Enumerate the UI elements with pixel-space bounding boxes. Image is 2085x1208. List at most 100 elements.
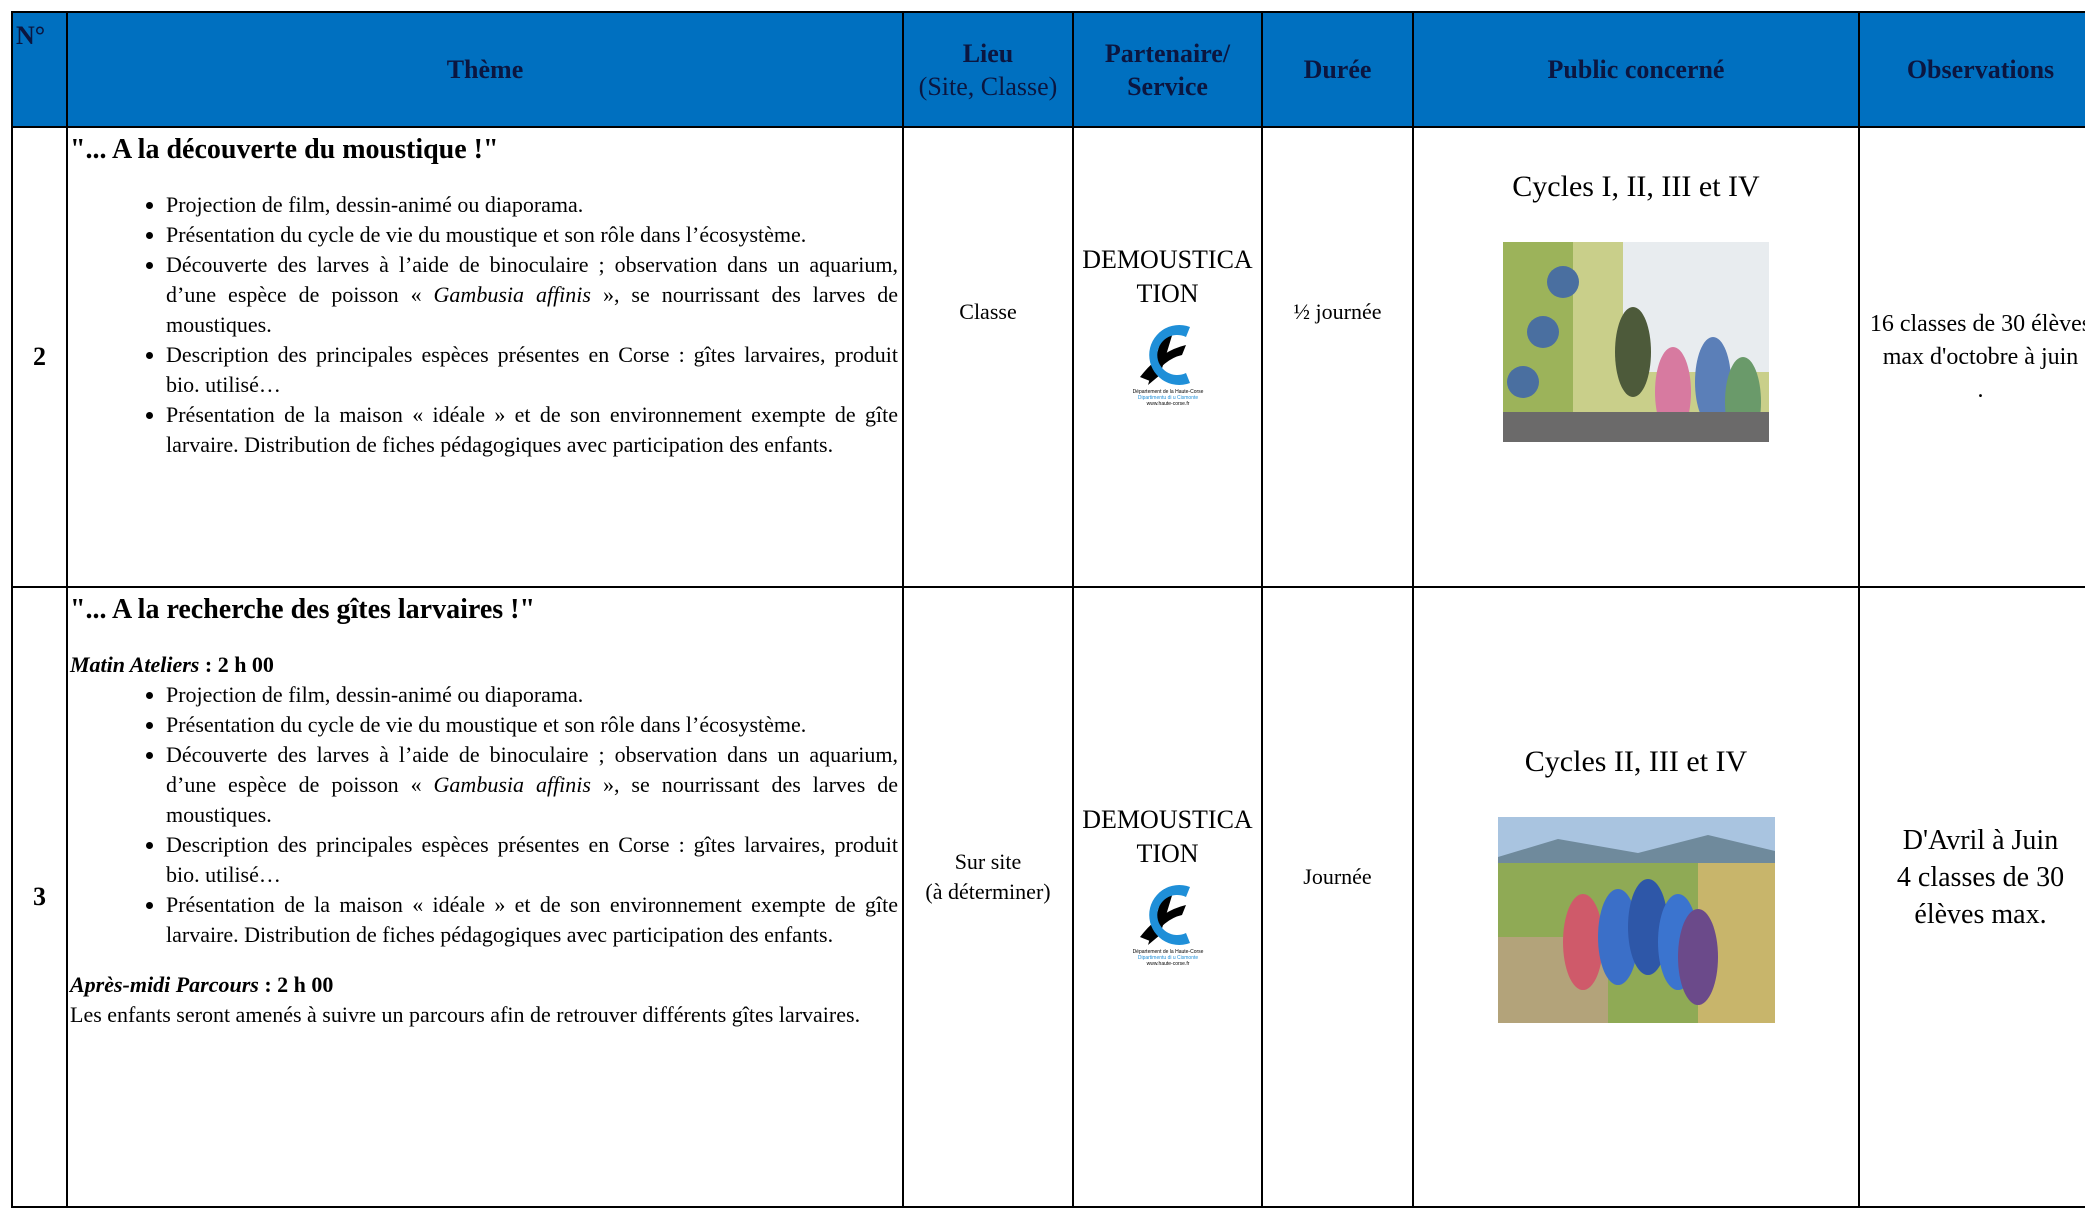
- theme-title: "... A la découverte du moustique !": [70, 134, 499, 165]
- partner-cell: DEMOUSTICATION Département de la Haute-Co…: [1072, 586, 1263, 1208]
- photo-part: [1503, 412, 1769, 442]
- lieu-cell: Classe: [902, 126, 1074, 588]
- logo-shape: [1148, 885, 1190, 945]
- bullet-list: Projection de film, dessin-animé ou diap…: [70, 680, 898, 950]
- public-text: Cycles I, II, III et IV: [1512, 170, 1760, 203]
- photo-part: [1597, 889, 1638, 985]
- theme-cell: "... A la recherche des gîtes larvaires …: [66, 586, 904, 1208]
- photo-part: [1677, 909, 1718, 1005]
- logo-text: Dipartimentu di u Cismonte: [1137, 395, 1198, 401]
- logo-text: Département de la Haute-Corse: [1132, 389, 1203, 395]
- row: 3 "... A la recherche des gîtes larvaires…: [11, 586, 2085, 1208]
- public-cell: Cycles II, III et IV: [1412, 586, 1860, 1208]
- bullet-item: Découverte des larves à l’aide de binocu…: [166, 250, 898, 340]
- logo-shape: [1139, 905, 1186, 941]
- header-cell: Durée: [1261, 11, 1414, 128]
- bullet-text: », se nourrissant des larves de moustiqu…: [166, 772, 898, 827]
- photo-part: [1615, 307, 1651, 397]
- theme-cell: "... A la découverte du moustique !" Proj…: [66, 126, 904, 588]
- partner-cell: DEMOUSTICATION Département de la Haute-Co…: [1072, 126, 1263, 588]
- logo-text: www.haute-corse.fr: [1146, 961, 1189, 967]
- photo-part: [1547, 266, 1579, 298]
- bullet-text: Présentation de la maison « idéale » et …: [166, 402, 898, 457]
- heading-text: Matin Ateliers: [70, 652, 200, 677]
- photo: [1497, 817, 1775, 1023]
- header-note: (Site, Classe): [918, 71, 1058, 101]
- bullet-text: Description des principales espèces prés…: [166, 832, 898, 887]
- partner-logo: Département de la Haute-CorseDipartiment…: [1132, 325, 1203, 407]
- header-row: N° Thème Lieu (Site, Classe) Partenaire/ …: [11, 11, 2085, 128]
- header-text: Lieu: [962, 38, 1014, 68]
- bullet-list: Projection de film, dessin-animé ou diap…: [70, 190, 898, 460]
- bullet-item: Présentation de la maison « idéale » et …: [166, 400, 898, 460]
- section-heading: Après-midi Parcours : 2 h 00: [70, 970, 898, 1000]
- bullet-item: Découverte des larves à l’aide de binocu…: [166, 740, 898, 830]
- bullet-item: Projection de film, dessin-animé ou diap…: [166, 680, 898, 710]
- public-text: Cycles II, III et IV: [1524, 745, 1748, 778]
- header-cell: Observations: [1858, 11, 2085, 128]
- row-number: 3: [11, 586, 68, 1208]
- photo-part: [1562, 894, 1603, 990]
- lieu-text: Sur site: [954, 849, 1022, 874]
- table-wrap: N° Thème Lieu (Site, Classe) Partenaire/ …: [11, 11, 2085, 1208]
- logo-shape: [1139, 345, 1186, 381]
- logo-text: www.haute-corse.fr: [1146, 401, 1189, 407]
- observations-cell: 16 classes de 30 élèves max d'octobre à …: [1858, 126, 2085, 588]
- observation-text: .: [1977, 376, 1984, 403]
- logo-shape: [1148, 325, 1190, 385]
- bullet-text: », se nourrissant des larves de moustiqu…: [166, 282, 898, 337]
- header-cell: Thème: [66, 11, 904, 128]
- duration-cell: Journée: [1261, 586, 1414, 1208]
- photo: [1503, 242, 1769, 442]
- partner-logo: Département de la Haute-CorseDipartiment…: [1132, 885, 1203, 967]
- logo-text: Département de la Haute-Corse: [1132, 949, 1203, 955]
- observations-cell: D'Avril à Juin 4 classes de 30 élèves max…: [1858, 586, 2085, 1208]
- photo-part: [1695, 337, 1731, 427]
- header-cell: Lieu (Site, Classe): [902, 11, 1074, 128]
- row: 2"... A la découverte du moustique !" Pro…: [11, 126, 2085, 588]
- theme-title: "... A la recherche des gîtes larvaires …: [70, 594, 536, 625]
- photo-part: [1627, 879, 1668, 975]
- header-cell: N°: [11, 11, 68, 128]
- header-cell: Public concerné: [1412, 11, 1860, 128]
- heading-text: : 2 h 00: [258, 972, 334, 997]
- duration-cell: ½ journée: [1261, 126, 1414, 588]
- section-heading: Matin Ateliers : 2 h 00: [70, 650, 898, 680]
- observation-text: 16 classes de 30 élèves max d'octobre à …: [1869, 310, 2085, 370]
- bullet-item: Présentation du cycle de vie du moustiqu…: [166, 710, 898, 740]
- public-cell: Cycles I, II, III et IV: [1412, 126, 1860, 588]
- observation-text: 4 classes de 30 élèves max.: [1896, 861, 2065, 930]
- logo-text: Dipartimentu di u Cismonte: [1137, 955, 1198, 961]
- bullet-text: Gambusia affinis: [433, 282, 591, 307]
- bullet-text: Présentation du cycle de vie du moustiqu…: [166, 222, 807, 247]
- photo-part: [1497, 835, 1775, 863]
- bullet-item: Présentation de la maison « idéale » et …: [166, 890, 898, 950]
- heading-text: Après-midi Parcours: [70, 972, 259, 997]
- bullet-item: Description des principales espèces prés…: [166, 830, 898, 890]
- bullet-text: Projection de film, dessin-animé ou diap…: [166, 682, 584, 707]
- bullet-text: Projection de film, dessin-animé ou diap…: [166, 192, 584, 217]
- photo-part: [1527, 316, 1559, 348]
- bullet-text: Découverte des larves à l’aide de binocu…: [166, 742, 898, 797]
- lieu-cell: Sur site (à déterminer): [902, 586, 1074, 1208]
- lieu-text: (à déterminer): [925, 879, 1051, 904]
- bullet-text: Gambusia affinis: [433, 772, 591, 797]
- header-cell: Partenaire/ Service: [1072, 11, 1263, 128]
- bullet-text: Description des principales espèces prés…: [166, 342, 898, 397]
- bullet-text: Présentation de la maison « idéale » et …: [166, 892, 898, 947]
- bullet-item: Projection de film, dessin-animé ou diap…: [166, 190, 898, 220]
- bullet-text: Découverte des larves à l’aide de binocu…: [166, 252, 898, 307]
- program-table: N° Thème Lieu (Site, Classe) Partenaire/ …: [11, 11, 2085, 1208]
- partner-name: DEMOUSTICATION: [1082, 805, 1253, 868]
- bullet-text: Présentation du cycle de vie du moustiqu…: [166, 712, 807, 737]
- bullet-item: Présentation du cycle de vie du moustiqu…: [166, 220, 898, 250]
- photo-part: [1507, 366, 1539, 398]
- bullet-item: Description des principales espèces prés…: [166, 340, 898, 400]
- observation-text: D'Avril à Juin: [1902, 824, 2059, 856]
- partner-name: DEMOUSTICATION: [1082, 245, 1253, 308]
- heading-text: : 2 h 00: [199, 652, 274, 677]
- lieu-text: Classe: [959, 299, 1017, 324]
- paragraph: Les enfants seront amenés à suivre un pa…: [70, 1002, 861, 1027]
- row-number: 2: [11, 126, 68, 588]
